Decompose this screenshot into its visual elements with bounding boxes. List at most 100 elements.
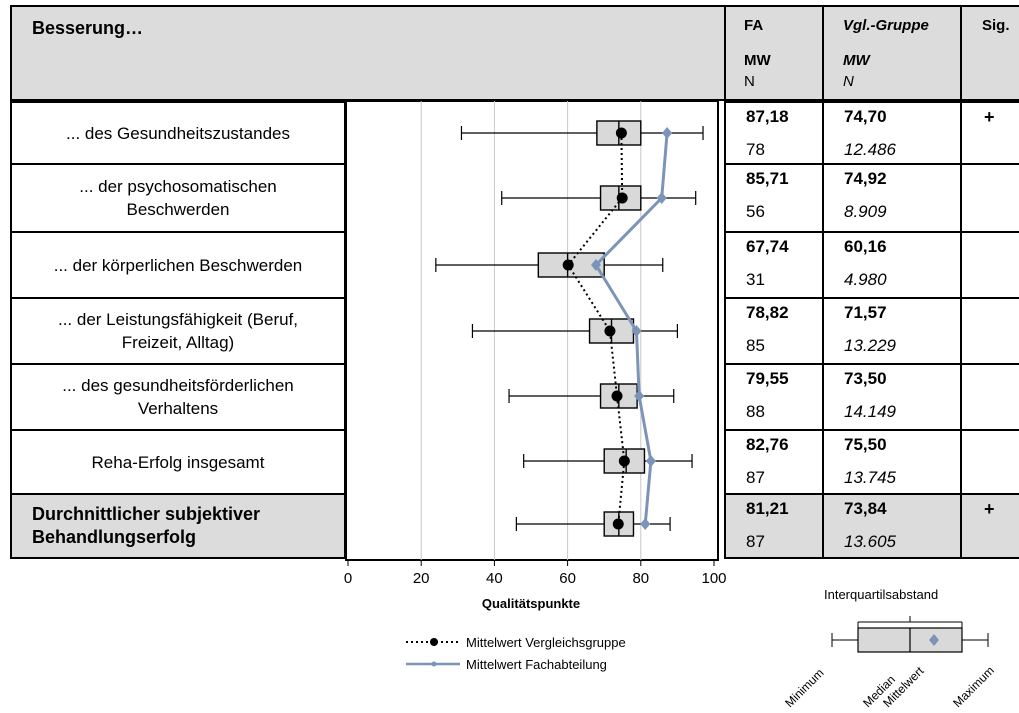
legend-vergleich-label: Mittelwert Vergleichsgruppe [466, 635, 626, 650]
header-vgl-cell [822, 5, 962, 101]
fa-cell: 67,74 31 [724, 231, 824, 299]
key-iqr-label: Interquartilsabstand [824, 587, 938, 602]
header-sig-title: Sig. [982, 17, 1010, 34]
fa-mean-value: 81,21 [746, 499, 789, 518]
row-label-0: ... des Gesundheitszustandes [10, 101, 346, 165]
x-axis-label: Qualitätspunkte [482, 596, 580, 611]
row-label-1: ... der psychosomatischen Beschwerden [10, 163, 346, 233]
sig-value: + [984, 107, 995, 127]
x-tick-label: 40 [486, 570, 503, 587]
fa-n-value: 56 [746, 202, 765, 221]
fa-mean-value: 82,76 [746, 435, 789, 454]
vergleich-mean-marker [618, 455, 630, 467]
header-vgl-n: N [843, 73, 854, 90]
fa-n-value: 87 [746, 468, 765, 487]
vgl-cell: 74,92 8.909 [822, 163, 962, 233]
vergleich-mean-marker [562, 259, 574, 271]
sig-cell [960, 363, 1019, 431]
vgl-cell: 73,50 14.149 [822, 363, 962, 431]
header-title: Besserung… [32, 18, 144, 38]
boxplot-key: Interquartilsabstand Minimum Median Mitt… [782, 587, 997, 710]
header-vgl-title: Vgl.-Gruppe [843, 17, 929, 34]
header-sig-cell [960, 5, 1019, 101]
header-fa-mw: MW [744, 52, 771, 69]
fa-cell: 81,21 87 [724, 493, 824, 559]
vgl-n-value: 4.980 [844, 270, 887, 289]
fa-mean-value: 67,74 [746, 237, 789, 256]
fach-mean-marker [640, 518, 651, 530]
sig-cell: + [960, 493, 1019, 559]
vgl-n-value: 14.149 [844, 402, 896, 421]
vgl-mean-value: 75,50 [844, 435, 887, 454]
vgl-mean-value: 74,70 [844, 107, 887, 126]
legend-fach-marker [431, 661, 437, 667]
row-label-3: ... der Leistungsfähigkeit (Beruf, Freiz… [10, 297, 346, 365]
fa-n-value: 88 [746, 402, 765, 421]
key-min-label: Minimum [782, 666, 826, 710]
fa-mean-value: 87,18 [746, 107, 789, 126]
vgl-mean-value: 73,84 [844, 499, 887, 518]
fa-n-value: 78 [746, 140, 765, 159]
fa-n-value: 87 [746, 532, 765, 551]
sig-cell [960, 297, 1019, 365]
fa-n-value: 85 [746, 336, 765, 355]
vgl-n-value: 8.909 [844, 202, 887, 221]
header-vgl-mw: MW [843, 52, 870, 69]
vergleich-mean-marker [604, 325, 616, 337]
vgl-mean-value: 71,57 [844, 303, 887, 322]
fa-mean-value: 78,82 [746, 303, 789, 322]
fach-mean-marker [645, 455, 656, 467]
x-tick-label: 60 [559, 570, 576, 587]
vergleich-mean-marker [615, 127, 627, 139]
sig-cell [960, 231, 1019, 299]
x-tick-label: 0 [344, 570, 352, 587]
header-fa-cell [724, 5, 824, 101]
x-tick-label: 80 [632, 570, 649, 587]
fa-cell: 79,55 88 [724, 363, 824, 431]
fa-mean-value: 79,55 [746, 369, 789, 388]
vgl-cell: 60,16 4.980 [822, 231, 962, 299]
fa-n-value: 31 [746, 270, 765, 289]
vgl-n-value: 12.486 [844, 140, 896, 159]
legend-fach-label: Mittelwert Fachabteilung [466, 657, 607, 672]
vgl-mean-value: 74,92 [844, 169, 887, 188]
vgl-mean-value: 60,16 [844, 237, 887, 256]
header-fa-title: FA [744, 17, 764, 34]
x-tick-label: 100 [701, 570, 726, 587]
vgl-n-value: 13.605 [844, 532, 896, 551]
fa-cell: 82,76 87 [724, 429, 824, 495]
row-label-2: ... der körperlichen Beschwerden [10, 231, 346, 299]
fa-cell: 87,18 78 [724, 101, 824, 165]
row-label-4: ... des gesundheitsförderlichen Verhalte… [10, 363, 346, 431]
vgl-n-value: 13.229 [844, 336, 896, 355]
header-fa-n: N [744, 73, 755, 90]
vgl-cell: 75,50 13.745 [822, 429, 962, 495]
x-tick-label: 20 [413, 570, 430, 587]
row-label-6: Durchnittlicher subjektiver Behandlungse… [10, 493, 346, 559]
vergleich-mean-marker [616, 192, 628, 204]
vergleich-mean-marker [612, 518, 624, 530]
key-diamond-icon [929, 634, 939, 646]
legend-vergleich-marker [430, 638, 438, 646]
fa-cell: 85,71 56 [724, 163, 824, 233]
legend: Mittelwert Vergleichsgruppe Mittelwert F… [406, 635, 626, 672]
vergleich-mean-marker [611, 390, 623, 402]
sig-cell [960, 163, 1019, 233]
fach-mean-marker [662, 127, 673, 139]
fach-mean-marker [656, 192, 667, 204]
sig-value: + [984, 499, 995, 519]
fach-mean-marker [590, 259, 601, 271]
vgl-cell: 71,57 13.229 [822, 297, 962, 365]
key-max-label: Maximum [950, 663, 997, 710]
sig-cell: + [960, 101, 1019, 165]
fach-mean-marker [631, 325, 642, 337]
fa-cell: 78,82 85 [724, 297, 824, 365]
fach-mean-marker [634, 390, 645, 402]
row-label-5: Reha-Erfolg insgesamt [10, 429, 346, 495]
vgl-mean-value: 73,50 [844, 369, 887, 388]
vgl-n-value: 13.745 [844, 468, 896, 487]
vgl-cell: 73,84 13.605 [822, 493, 962, 559]
fa-mean-value: 85,71 [746, 169, 789, 188]
vgl-cell: 74,70 12.486 [822, 101, 962, 165]
boxplot-chart: 0 20 40 60 80 100 Qualitätspunkte [344, 100, 727, 611]
